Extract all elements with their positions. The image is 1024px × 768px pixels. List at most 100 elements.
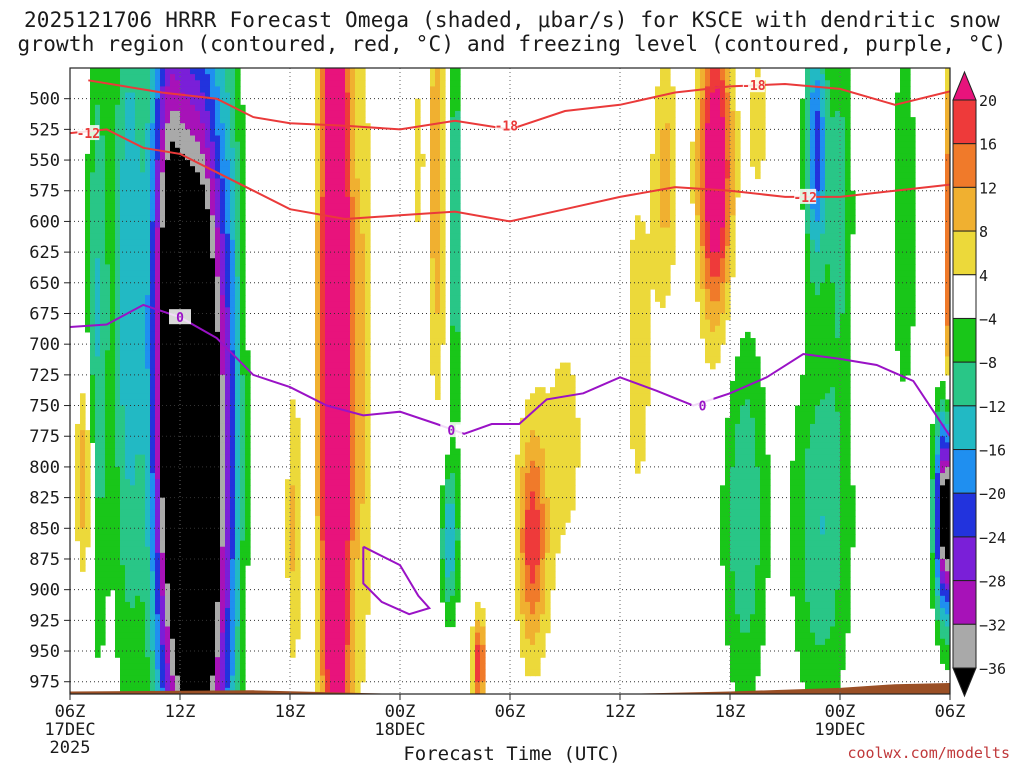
omega-cell	[240, 491, 246, 499]
omega-cell	[200, 448, 206, 456]
omega-cell	[230, 675, 236, 683]
omega-cell	[180, 491, 186, 499]
omega-cell	[355, 632, 361, 640]
omega-cell	[200, 485, 206, 493]
omega-cell	[225, 203, 231, 210]
omega-cell	[315, 270, 321, 278]
omega-cell	[350, 632, 356, 640]
omega-cell	[110, 393, 116, 401]
omega-cell	[180, 442, 186, 450]
omega-cell	[125, 190, 131, 198]
omega-cell	[335, 356, 341, 364]
omega-cell	[160, 276, 166, 284]
omega-cell	[315, 473, 321, 480]
omega-cell	[440, 485, 446, 493]
omega-cell	[160, 374, 166, 382]
omega-cell	[85, 196, 91, 204]
omega-cell	[195, 546, 201, 554]
omega-cell	[225, 387, 231, 394]
omega-cell	[100, 540, 106, 548]
omega-cell	[195, 442, 201, 450]
omega-cell	[120, 104, 126, 112]
omega-cell	[120, 565, 126, 572]
omega-cell	[315, 546, 321, 554]
omega-cell	[325, 552, 331, 560]
omega-cell	[150, 129, 156, 137]
omega-cell	[365, 209, 371, 216]
omega-cell	[235, 442, 241, 450]
omega-cell	[145, 166, 151, 173]
omega-cell	[95, 362, 101, 370]
omega-cell	[175, 393, 181, 401]
omega-cell	[350, 264, 356, 272]
omega-cell	[210, 583, 216, 591]
omega-cell	[365, 601, 371, 609]
omega-cell	[365, 160, 371, 167]
omega-cell	[90, 98, 96, 106]
omega-cell	[520, 522, 526, 529]
omega-cell	[330, 368, 336, 376]
omega-cell	[220, 583, 226, 591]
omega-cell	[95, 215, 101, 223]
omega-cell	[185, 399, 191, 407]
omega-cell	[205, 669, 211, 677]
omega-cell	[345, 473, 351, 480]
omega-cell	[220, 147, 226, 155]
omega-cell	[75, 528, 81, 536]
omega-cell	[325, 644, 331, 652]
omega-cell	[155, 601, 161, 609]
omega-cell	[110, 516, 116, 523]
omega-cell	[175, 399, 181, 407]
omega-cell	[455, 454, 461, 462]
omega-cell	[120, 448, 126, 456]
omega-cell	[225, 558, 231, 566]
omega-cell	[355, 160, 361, 167]
omega-cell	[345, 669, 351, 677]
omega-cell	[120, 245, 126, 253]
omega-cell	[240, 430, 246, 437]
omega-cell	[225, 233, 231, 241]
omega-cell	[290, 399, 296, 407]
omega-cell	[325, 503, 331, 511]
omega-cell	[190, 252, 196, 259]
omega-cell	[185, 583, 191, 591]
omega-cell	[190, 117, 196, 124]
omega-cell	[95, 147, 101, 155]
omega-cell	[210, 466, 216, 474]
omega-cell	[185, 430, 191, 437]
omega-cell	[355, 147, 361, 155]
omega-cell	[210, 288, 216, 296]
omega-cell	[195, 74, 201, 81]
omega-cell	[195, 638, 201, 646]
omega-cell	[195, 135, 201, 143]
omega-cell	[105, 258, 111, 265]
omega-cell	[220, 638, 226, 646]
omega-cell	[135, 344, 141, 351]
omega-cell	[330, 338, 336, 345]
omega-cell	[355, 589, 361, 597]
omega-cell	[235, 411, 241, 419]
omega-cell	[100, 344, 106, 351]
omega-cell	[175, 608, 181, 615]
omega-cell	[95, 399, 101, 407]
omega-cell	[135, 270, 141, 278]
omega-cell	[180, 430, 186, 437]
omega-cell	[200, 258, 206, 265]
omega-cell	[215, 110, 221, 118]
omega-cell	[145, 362, 151, 370]
omega-cell	[340, 638, 346, 646]
omega-cell	[140, 491, 146, 499]
omega-cell	[125, 325, 131, 333]
omega-cell	[120, 595, 126, 603]
omega-cell	[205, 534, 211, 542]
omega-cell	[130, 209, 136, 216]
omega-cell	[155, 565, 161, 572]
omega-cell	[325, 98, 331, 106]
omega-cell	[170, 203, 176, 210]
omega-cell	[125, 552, 131, 560]
omega-cell	[430, 307, 436, 315]
omega-cell	[120, 147, 126, 155]
omega-cell	[85, 178, 91, 186]
omega-cell	[230, 153, 236, 161]
omega-cell	[220, 190, 226, 198]
